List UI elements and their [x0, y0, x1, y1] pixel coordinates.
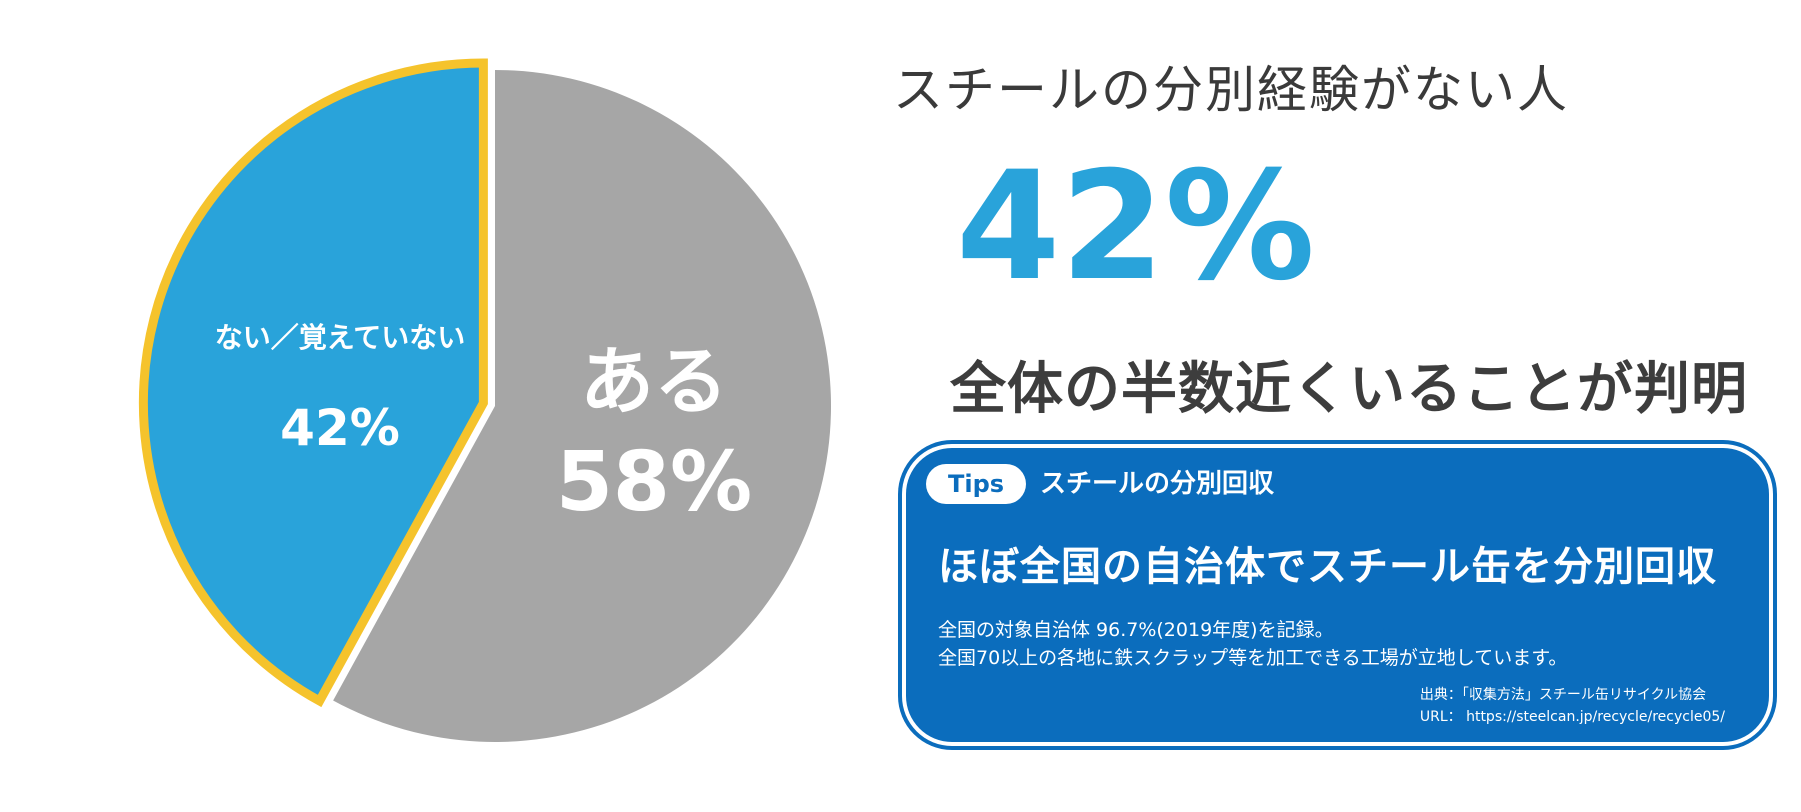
source-citation: 出典：「収集方法」スチール缶リサイクル協会 [1419, 687, 1707, 703]
tips-source: 出典：「収集方法」スチール缶リサイクル協会 URL： https://steel… [1420, 684, 1725, 728]
slice-value-nai: 42% [280, 399, 400, 457]
tips-body-line: 全国70以上の各地に鉄スクラップ等を加工できる工場が立地しています。 [938, 647, 1568, 669]
slice-label-aru: ある [580, 339, 728, 425]
pie-slice-aru [333, 70, 831, 742]
tips-card: Tips スチールの分別回収 ほぼ全国の自治体でスチール缶を分別回収 全国の対象… [906, 448, 1769, 742]
subhead: 全体の半数近くいることが判明 [950, 357, 1748, 422]
tips-body: 全国の対象自治体 96.7%(2019年度)を記録。 全国70以上の各地に鉄スク… [938, 616, 1567, 672]
slice-label-nai: ない／覚えていない [215, 321, 466, 354]
pie-slice-nai [138, 58, 488, 708]
tips-heading: ほぼ全国の自治体でスチール缶を分別回収 [938, 544, 1717, 590]
source-url: URL： https://steelcan.jp/recycle/recycle… [1419, 709, 1725, 725]
big-percent: 42% [956, 140, 1316, 314]
headline: スチールの分別経験がない人 [893, 61, 1569, 119]
slice-value-aru: 58% [556, 435, 752, 530]
tips-badge: Tips [926, 464, 1026, 504]
tips-body-line: 全国の対象自治体 96.7%(2019年度)を記録。 [938, 619, 1334, 641]
tips-title: スチールの分別回収 [1040, 469, 1275, 499]
